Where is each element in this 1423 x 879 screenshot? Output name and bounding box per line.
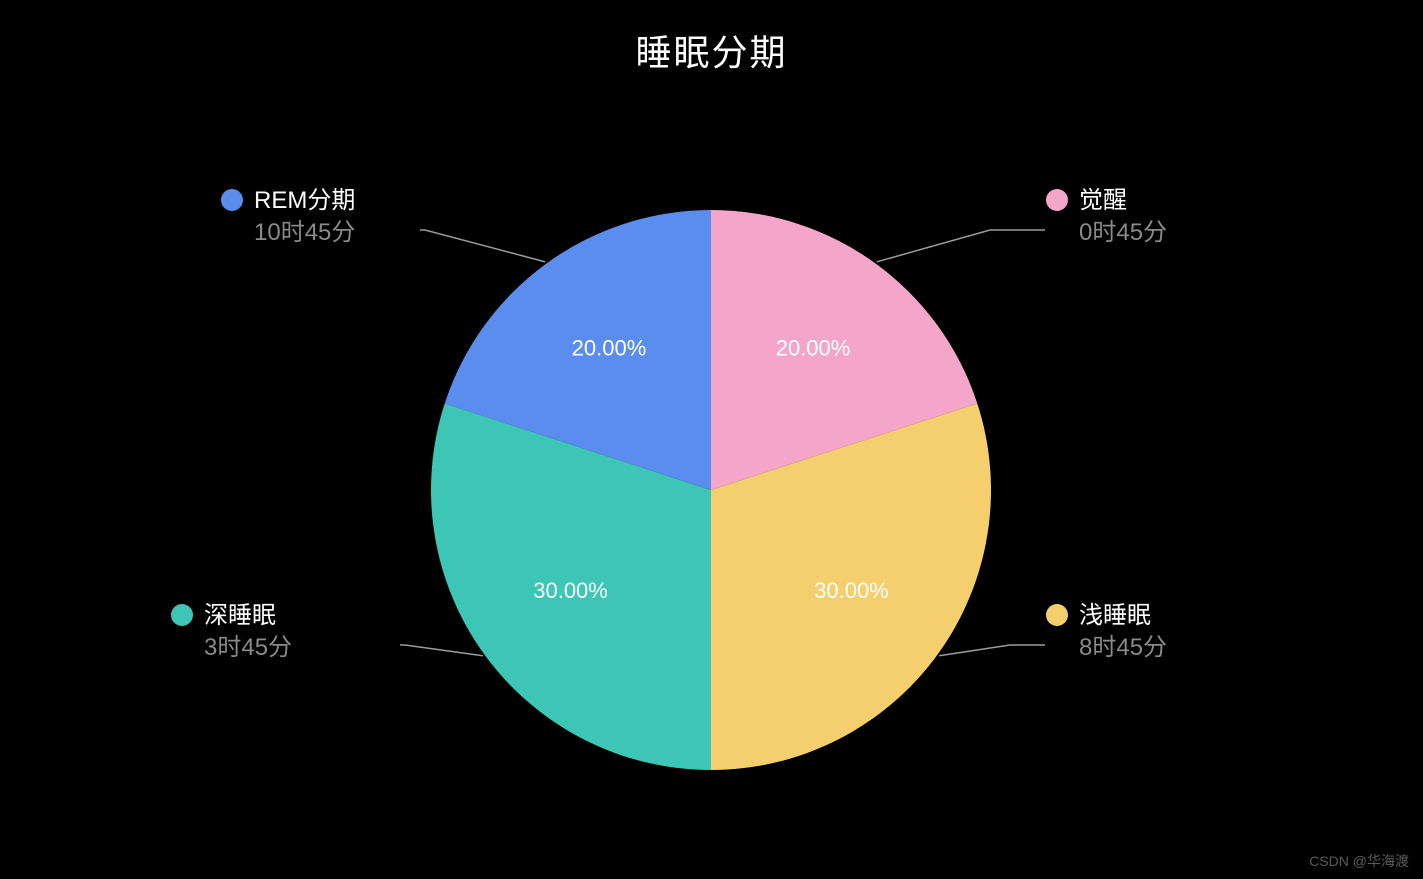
- pie-chart: 20.00% 30.00% 30.00% 20.00% 觉醒 0时45分浅睡眠 8时45分…: [0, 0, 1423, 879]
- legend-label-light: 浅睡眠: [1079, 602, 1151, 629]
- pct-label-awake: 20.00%: [776, 335, 851, 360]
- legend-dot-light: [1046, 604, 1068, 626]
- legend-dot-rem: [221, 189, 243, 211]
- legend-sub-deep: 3时45分: [204, 634, 292, 661]
- leader-deep: [400, 645, 483, 656]
- legend-label-rem: REM分期: [254, 187, 355, 214]
- legend-sub-rem: 10时45分: [254, 219, 355, 246]
- legend-label-awake: 觉醒: [1079, 187, 1127, 214]
- legend-sub-light: 8时45分: [1079, 634, 1167, 661]
- leader-awake: [877, 230, 1045, 262]
- leader-rem: [420, 230, 545, 262]
- watermark: CSDN @华海渡: [1309, 851, 1409, 871]
- legend-dot-awake: [1046, 189, 1068, 211]
- legend-dot-deep: [171, 604, 193, 626]
- legend-label-deep: 深睡眠: [204, 602, 276, 629]
- pct-label-light: 30.00%: [814, 578, 889, 603]
- leader-light: [939, 645, 1045, 656]
- pct-label-deep: 30.00%: [533, 578, 608, 603]
- legend-sub-awake: 0时45分: [1079, 219, 1167, 246]
- pct-label-rem: 20.00%: [572, 335, 647, 360]
